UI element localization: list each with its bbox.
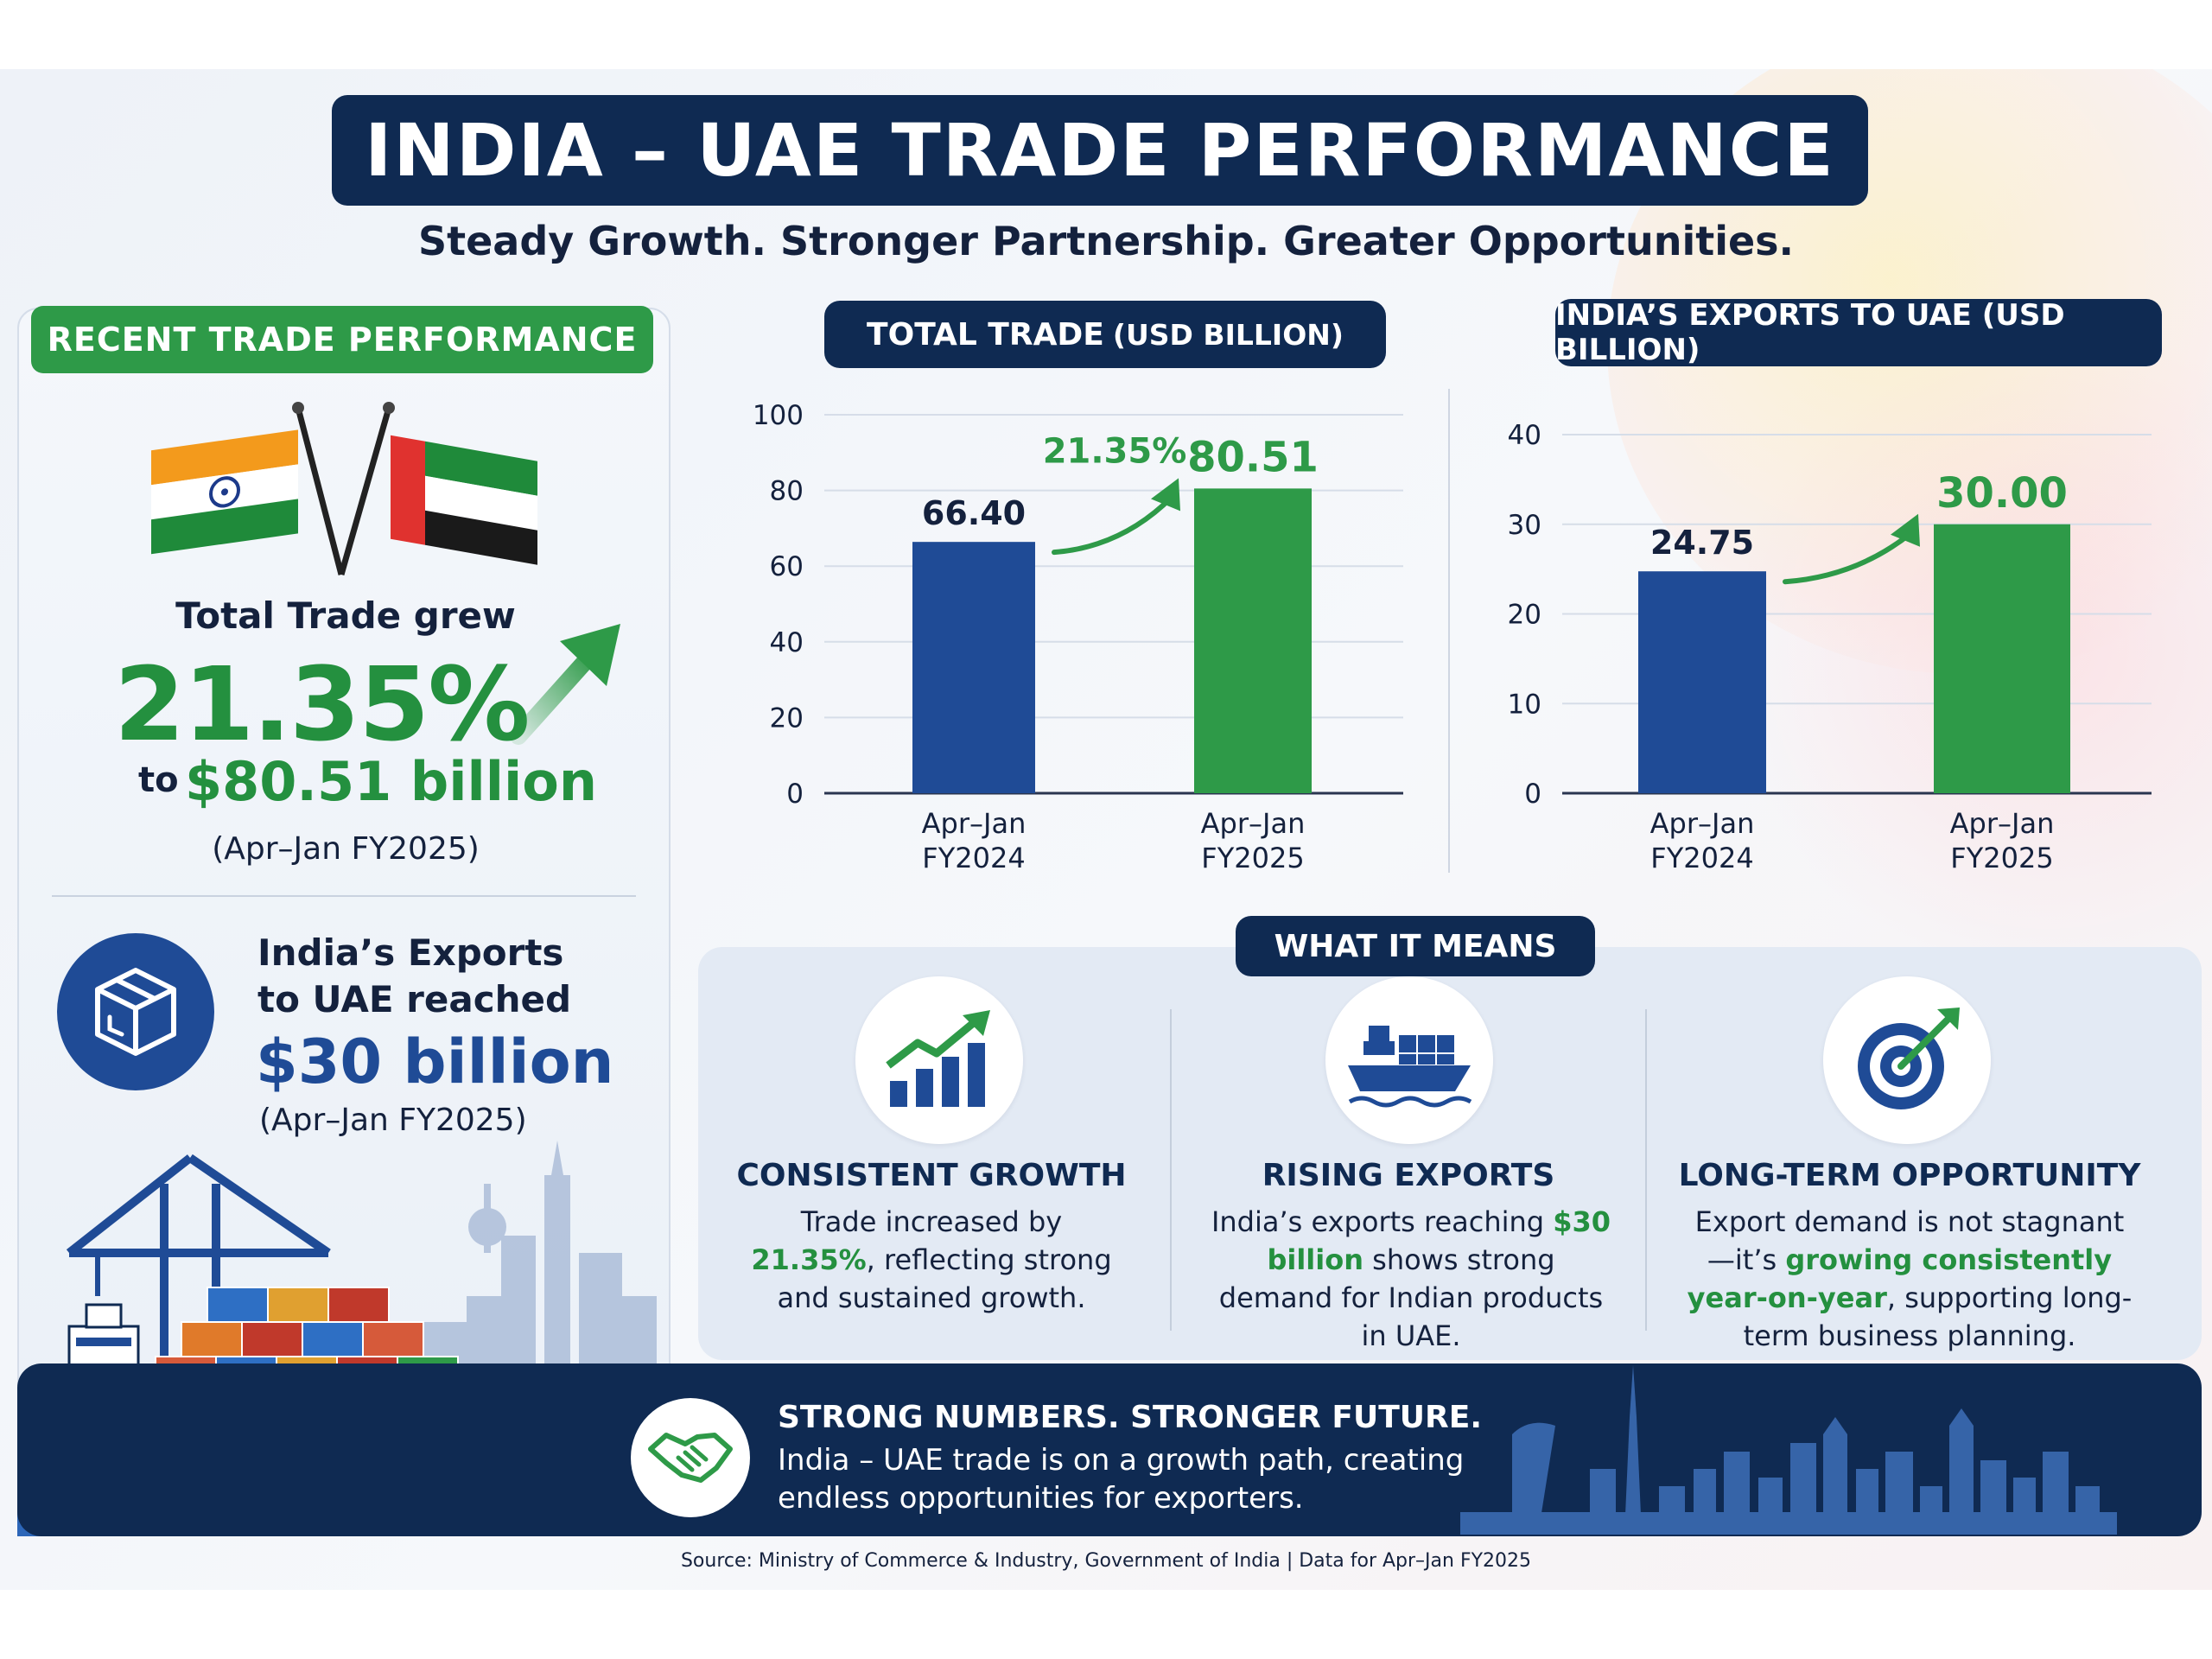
target-icon [1823, 976, 1991, 1144]
consistent-growth-text: Trade increased by 21.35%, reflecting st… [741, 1203, 1122, 1317]
x-tick-label: Apr–Jan [1650, 807, 1755, 840]
title-bar: INDIA – UAE TRADE PERFORMANCE [332, 95, 1868, 206]
growth-chart-icon [855, 976, 1023, 1144]
column-divider [1645, 1009, 1647, 1331]
total-trade-grew-label: Total Trade grew [175, 594, 516, 637]
strong-future-text: India – UAE trade is on a growth path, c… [778, 1443, 1465, 1516]
exports-chart: 01020304024.75Apr–JanFY202430.00Apr–JanF… [1508, 420, 2152, 874]
exports-label-line1: India’s Exports [257, 931, 564, 974]
exports-amount: $30 billion [256, 1027, 614, 1097]
growth-arrowhead [1151, 478, 1180, 512]
long-term-opportunity-text: Export demand is not stagnant—it’s growi… [1685, 1203, 2134, 1355]
total-trade-growth-pct: 21.35% [114, 645, 530, 764]
highlight-text: 21.35% [751, 1243, 867, 1276]
x-tick-label: FY2025 [1950, 842, 2053, 874]
body-text: shows strong demand for Indian products … [1218, 1243, 1604, 1352]
column-divider [1170, 1009, 1172, 1331]
y-tick-label: 0 [786, 779, 804, 810]
total-trade-period: (Apr–Jan FY2025) [212, 831, 480, 867]
y-tick-label: 40 [770, 627, 804, 658]
exports-chart-title: INDIA’S EXPORTS TO UAE (USD BILLION) [1555, 298, 2065, 367]
total-trade-chart-header: TOTAL TRADE (USD BILLION) [824, 301, 1386, 368]
india-uae-flags-icon [151, 402, 537, 575]
body-text: , supporting long-term business planning… [1743, 1281, 2133, 1352]
source-note: Source: Ministry of Commerce & Industry,… [680, 1550, 1532, 1572]
y-tick-label: 30 [1508, 510, 1541, 541]
body-text: Trade increased by [800, 1205, 1063, 1238]
what-it-means-header: WHAT IT MEANS [1236, 916, 1595, 976]
body-text: Export demand is not stagnant—it’s [1694, 1205, 2125, 1276]
x-tick-label: FY2025 [1201, 842, 1304, 874]
total-trade-chart-unit: (USD BILLION) [1112, 317, 1344, 352]
y-tick-label: 60 [770, 551, 804, 582]
bar-2 [1934, 524, 2070, 793]
y-tick-label: 100 [753, 400, 804, 431]
rising-exports-text: India’s exports reaching $30 billion sho… [1206, 1203, 1616, 1355]
cargo-ship-icon [1325, 976, 1493, 1144]
total-trade-amount: $80.51 billion [185, 750, 597, 813]
exports-label-line2: to UAE reached [257, 978, 572, 1020]
x-tick-label: Apr–Jan [1201, 807, 1306, 840]
y-tick-label: 0 [1524, 779, 1541, 810]
page-subtitle: Steady Growth. Stronger Partnership. Gre… [417, 218, 1795, 264]
value-label-2: 30.00 [1936, 469, 2068, 518]
value-label-1: 24.75 [1650, 524, 1754, 562]
highlight-text: growing consistently year-on-year [1687, 1243, 2113, 1314]
exports-period: (Apr–Jan FY2025) [259, 1103, 527, 1138]
y-tick-label: 20 [1508, 600, 1541, 631]
handshake-icon [631, 1398, 750, 1517]
y-tick-label: 20 [770, 702, 804, 734]
consistent-growth-title: CONSISTENT GROWTH [736, 1158, 1127, 1193]
dubai-skyline-illustration [1460, 1365, 2117, 1535]
strong-future-title: STRONG NUMBERS. STRONGER FUTURE. [778, 1400, 1483, 1435]
x-tick-label: FY2024 [1650, 842, 1753, 874]
bar-1 [912, 542, 1035, 793]
x-tick-label: FY2024 [922, 842, 1025, 874]
y-tick-label: 40 [1508, 420, 1541, 451]
exports-chart-header: INDIA’S EXPORTS TO UAE (USD BILLION) [1555, 298, 2162, 367]
value-label-1: 66.40 [922, 494, 1026, 532]
body-text: , reflecting strong and sustained growth… [777, 1243, 1112, 1314]
to-label: to [138, 760, 179, 800]
long-term-opportunity-title: LONG-TERM OPPORTUNITY [1678, 1158, 2141, 1193]
rising-exports-title: RISING EXPORTS [1262, 1158, 1555, 1193]
page-title: INDIA – UAE TRADE PERFORMANCE [365, 108, 1835, 193]
recent-performance-header: RECENT TRADE PERFORMANCE [31, 306, 653, 373]
y-tick-label: 10 [1508, 689, 1541, 720]
growth-arrow [1052, 494, 1174, 556]
x-tick-label: Apr–Jan [1950, 807, 2055, 840]
x-tick-label: Apr–Jan [922, 807, 1027, 840]
divider [52, 895, 636, 897]
total-trade-chart: 02040608010066.40Apr–JanFY202480.51Apr–J… [753, 400, 1403, 874]
bar-2 [1194, 488, 1312, 793]
package-icon [57, 933, 214, 1090]
highlight-text: $30 billion [1267, 1205, 1611, 1276]
y-tick-label: 80 [770, 476, 804, 507]
growth-arrowhead [1891, 513, 1920, 547]
chart-divider [1448, 389, 1450, 873]
value-label-2: 80.51 [1187, 433, 1319, 481]
body-text: India’s exports reaching [1211, 1205, 1554, 1238]
bar-1 [1638, 571, 1766, 793]
growth-arrow [1783, 530, 1914, 585]
growth-label: 21.35% [1043, 431, 1187, 471]
total-trade-chart-title: TOTAL TRADE [867, 316, 1104, 353]
growth-arrow-icon [510, 624, 620, 745]
